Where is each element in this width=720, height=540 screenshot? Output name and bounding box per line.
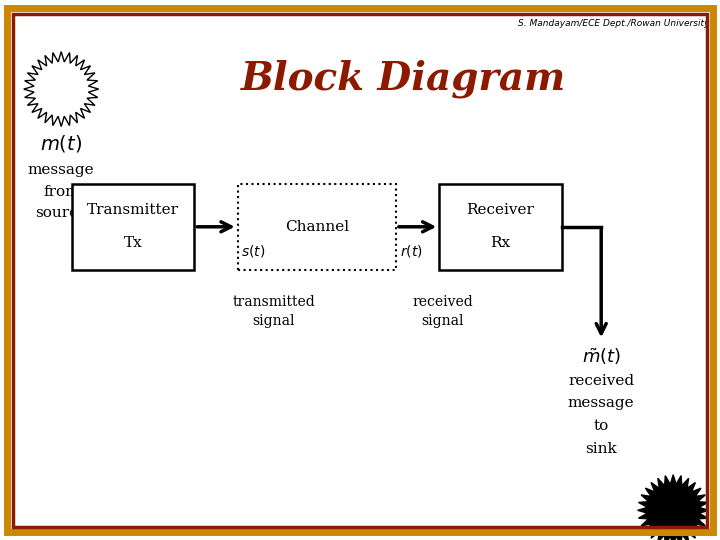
Text: signal: signal — [421, 314, 464, 328]
Text: received: received — [568, 374, 634, 388]
Text: $m(t)$: $m(t)$ — [40, 133, 82, 153]
Text: from: from — [43, 185, 79, 199]
Text: $\tilde{m}(t)$: $\tilde{m}(t)$ — [582, 346, 621, 367]
Bar — [238, 184, 396, 270]
Bar — [72, 184, 194, 270]
Text: Tx: Tx — [124, 236, 143, 250]
Text: received: received — [413, 295, 473, 309]
Text: S. Mandayam/ECE Dept./Rowan University: S. Mandayam/ECE Dept./Rowan University — [518, 19, 709, 28]
Polygon shape — [24, 52, 99, 126]
Text: $r(t)$: $r(t)$ — [400, 243, 423, 259]
Text: Info: Info — [662, 499, 685, 509]
Bar — [439, 184, 562, 270]
Text: Rx: Rx — [490, 236, 510, 250]
Text: Info: Info — [50, 78, 73, 87]
Text: source: source — [35, 206, 87, 220]
Text: Receiver: Receiver — [467, 202, 534, 217]
Text: Block Diagram: Block Diagram — [240, 59, 566, 98]
Text: Channel: Channel — [284, 220, 349, 234]
Text: Source: Source — [41, 91, 81, 100]
Text: signal: signal — [252, 314, 295, 328]
Text: to: to — [593, 419, 609, 433]
Text: transmitted: transmitted — [233, 295, 315, 309]
Text: message: message — [28, 163, 94, 177]
Text: Transmitter: Transmitter — [87, 202, 179, 217]
Text: $s(t)$: $s(t)$ — [241, 243, 266, 259]
Text: Sink: Sink — [660, 512, 686, 522]
Text: sink: sink — [585, 442, 617, 456]
Polygon shape — [638, 475, 708, 540]
Text: message: message — [568, 396, 634, 410]
